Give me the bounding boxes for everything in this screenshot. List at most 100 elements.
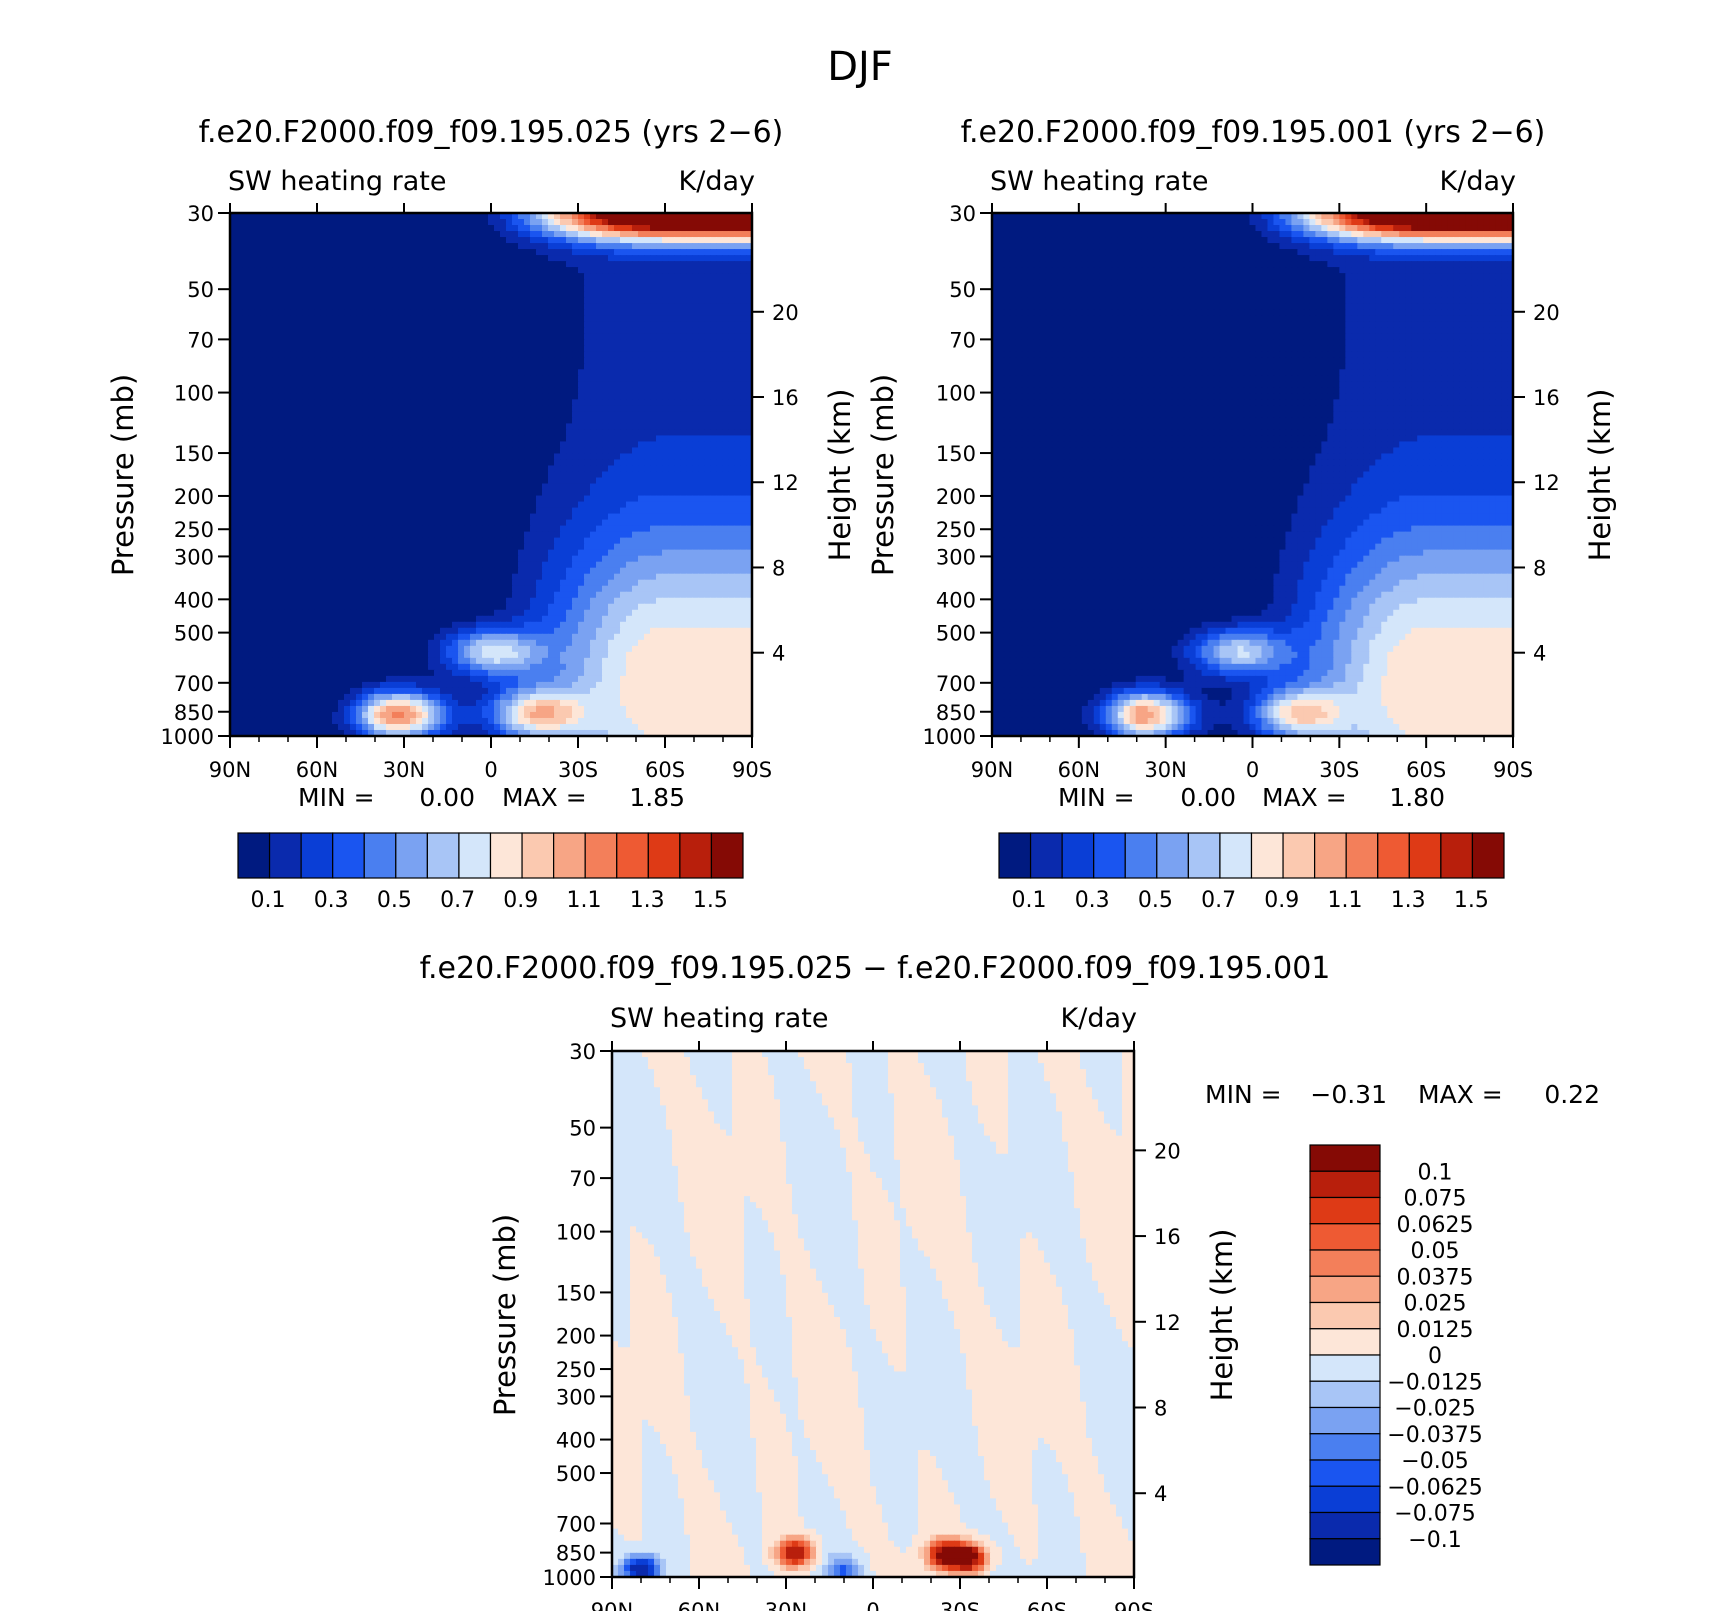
contour-cell	[716, 255, 723, 262]
contour-cell	[464, 483, 471, 491]
contour-cell	[530, 351, 537, 358]
contour-cell	[362, 339, 369, 346]
contour-cell	[548, 387, 555, 395]
contour-cell	[260, 339, 267, 346]
contour-cell	[248, 303, 255, 310]
contour-cell	[260, 309, 267, 316]
contour-cell	[368, 213, 375, 220]
contour-cell	[596, 423, 603, 431]
contour-cell	[518, 519, 525, 527]
contour-cell	[722, 225, 729, 232]
contour-cell	[290, 375, 297, 383]
contour-cell	[578, 273, 585, 280]
contour-cell	[590, 351, 597, 358]
contour-cell	[530, 495, 537, 503]
contour-cell	[320, 375, 327, 383]
contour-cell	[464, 297, 471, 304]
contour-cell	[350, 357, 357, 364]
contour-cell	[638, 315, 645, 322]
contour-cell	[356, 237, 363, 244]
contour-cell	[596, 291, 603, 298]
contour-cell	[392, 273, 399, 280]
contour-cell	[632, 519, 639, 527]
contour-cell	[494, 351, 501, 358]
contour-cell	[614, 303, 621, 310]
contour-cell	[548, 303, 555, 310]
contour-cell	[428, 447, 435, 455]
contour-cell	[518, 531, 525, 539]
contour-cell	[260, 501, 267, 509]
contour-cell	[674, 351, 681, 358]
contour-cell	[674, 531, 681, 539]
contour-cell	[644, 333, 651, 340]
contour-cell	[350, 507, 357, 515]
contour-cell	[638, 453, 645, 461]
contour-cell	[290, 381, 297, 389]
contour-cell	[362, 513, 369, 521]
contour-cell	[386, 291, 393, 298]
contour-cell	[584, 447, 591, 455]
contour-cell	[626, 447, 633, 455]
contour-cell	[428, 501, 435, 509]
contour-cell	[308, 249, 315, 256]
contour-cell	[530, 345, 537, 352]
contour-cell	[662, 519, 669, 527]
contour-cell	[362, 309, 369, 316]
contour-cell	[476, 537, 483, 545]
contour-cell	[662, 447, 669, 455]
contour-cell	[476, 285, 483, 292]
contour-cell	[554, 519, 561, 527]
contour-cell	[494, 537, 501, 545]
contour-cell	[596, 315, 603, 322]
contour-cell	[410, 357, 417, 364]
contour-cell	[656, 393, 663, 401]
contour-cell	[338, 531, 345, 539]
contour-cell	[350, 465, 357, 473]
contour-cell	[554, 243, 561, 250]
contour-cell	[458, 501, 465, 509]
contour-cell	[674, 369, 681, 377]
contour-cell	[734, 465, 741, 473]
contour-cell	[440, 477, 447, 485]
contour-cell	[428, 387, 435, 395]
contour-cell	[524, 369, 531, 377]
contour-cell	[536, 213, 543, 220]
contour-cell	[638, 357, 645, 364]
contour-cell	[686, 273, 693, 280]
contour-cell	[494, 549, 501, 557]
contour-cell	[494, 339, 501, 346]
contour-cell	[392, 525, 399, 533]
contour-cell	[536, 501, 543, 509]
contour-cell	[632, 531, 639, 539]
contour-cell	[566, 531, 573, 539]
contour-cell	[560, 267, 567, 274]
contour-cell	[710, 525, 717, 533]
contour-cell	[266, 297, 273, 304]
contour-cell	[590, 417, 597, 425]
contour-cell	[326, 531, 333, 539]
contour-cell	[416, 381, 423, 389]
contour-cell	[338, 243, 345, 250]
contour-cell	[326, 435, 333, 443]
contour-cell	[734, 375, 741, 383]
contour-cell	[548, 333, 555, 340]
contour-cell	[614, 309, 621, 316]
contour-cell	[500, 249, 507, 256]
contour-cell	[590, 339, 597, 346]
contour-cell	[566, 237, 573, 244]
contour-cell	[386, 507, 393, 515]
contour-cell	[620, 333, 627, 340]
contour-cell	[506, 309, 513, 316]
contour-cell	[296, 369, 303, 377]
contour-cell	[356, 375, 363, 383]
contour-cell	[734, 363, 741, 370]
contour-cell	[344, 453, 351, 461]
contour-cell	[584, 225, 591, 232]
contour-cell	[374, 309, 381, 316]
contour-cell	[584, 459, 591, 467]
contour-cell	[590, 261, 597, 268]
contour-cell	[680, 297, 687, 304]
contour-cell	[356, 381, 363, 389]
contour-cell	[650, 489, 657, 497]
contour-cell	[722, 303, 729, 310]
